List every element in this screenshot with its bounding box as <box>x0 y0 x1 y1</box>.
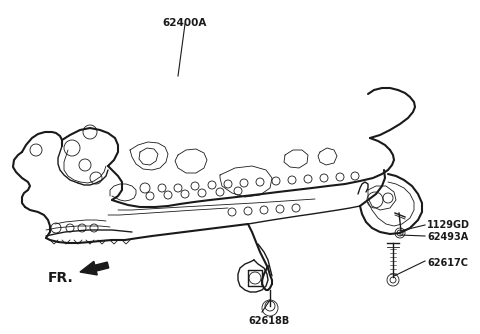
Text: 62493A: 62493A <box>427 232 468 242</box>
Text: 62618B: 62618B <box>248 316 289 326</box>
FancyArrow shape <box>80 261 109 275</box>
Text: 62400A: 62400A <box>163 18 207 28</box>
Text: 1129GD: 1129GD <box>427 220 470 230</box>
Text: FR.: FR. <box>48 271 74 285</box>
Text: 62617C: 62617C <box>427 258 468 268</box>
